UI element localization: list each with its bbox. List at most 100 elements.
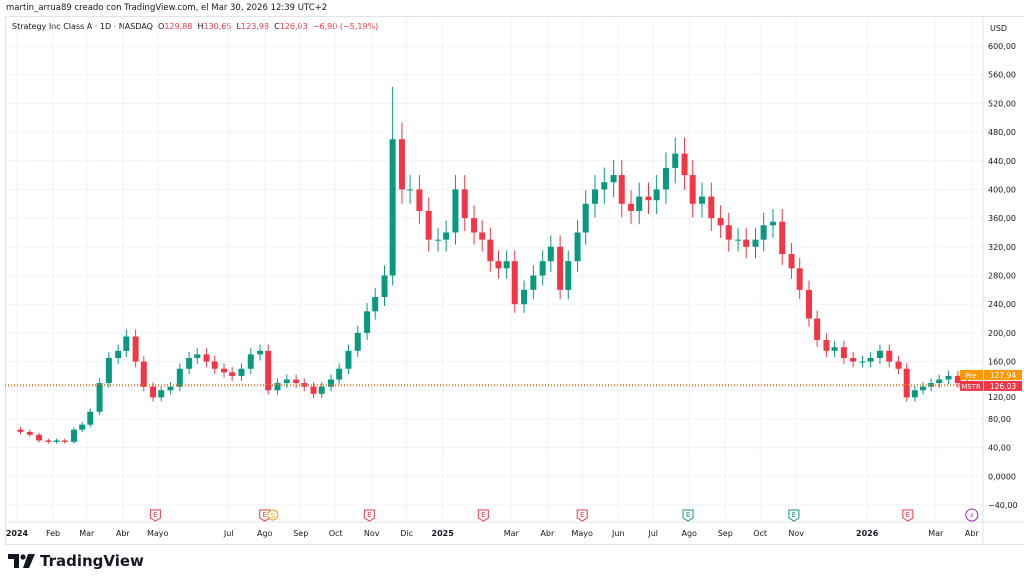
candle-body — [452, 189, 459, 233]
candle-body — [70, 429, 77, 442]
x-tick-label: Mayo — [147, 529, 169, 538]
x-tick-label: Abr — [965, 529, 980, 538]
candle-body — [903, 368, 910, 398]
y-tick-label: 600,00 — [988, 42, 1016, 51]
candle-body — [653, 189, 660, 201]
candle-body — [886, 350, 893, 362]
earnings-marker-icon — [477, 509, 489, 522]
x-tick-label: Sep — [718, 529, 733, 538]
y-tick-label: 200,00 — [988, 329, 1016, 338]
candle-body — [954, 375, 961, 384]
x-tick-label: Feb — [46, 529, 60, 538]
candle-body — [859, 361, 866, 363]
candle-body — [557, 246, 564, 290]
candle-body — [936, 379, 943, 384]
x-tick-label: 2024 — [6, 529, 29, 538]
upcoming-event-label: ⚡ — [969, 512, 974, 520]
candle-body — [725, 225, 732, 240]
earnings-marker-icon — [788, 509, 800, 522]
earnings-marker-icon — [902, 509, 914, 522]
candle-body — [186, 357, 193, 369]
earnings-marker-icon — [576, 509, 588, 522]
x-tick-label: Mayo — [571, 529, 593, 538]
candle-body — [717, 218, 724, 226]
x-tick-label: Sep — [293, 529, 308, 538]
candle-body — [662, 167, 669, 190]
candle-body — [831, 347, 838, 351]
candle-body — [539, 261, 546, 276]
x-tick-label: Oct — [753, 529, 767, 538]
candle-body — [521, 289, 528, 305]
x-tick-label: Mar — [504, 529, 520, 538]
candle-body — [681, 153, 688, 176]
x-tick-label: Abr — [540, 529, 555, 538]
y-tick-label: 400,00 — [988, 185, 1016, 194]
candle-body — [61, 440, 68, 442]
pre-price-tag — [984, 369, 1022, 380]
candle-body — [26, 431, 33, 435]
last-price-value: 126,03 — [990, 382, 1016, 391]
candle-body — [354, 332, 361, 351]
open-label: O — [158, 22, 165, 31]
candle-body — [389, 139, 396, 276]
earnings-marker-icon — [363, 509, 375, 522]
x-tick-label: Ago — [681, 529, 697, 538]
candle-body — [435, 239, 442, 241]
symbol-title[interactable]: Strategy Inc Class A · 1D · NASDAQ — [12, 22, 153, 31]
candle-body — [806, 289, 813, 319]
candle-body — [618, 175, 625, 204]
earnings-marker-label: E — [481, 511, 485, 519]
x-tick-label: Oct — [329, 529, 343, 538]
last-price-tag — [984, 380, 1022, 391]
earnings-marker-label: E — [263, 511, 267, 519]
candle-body — [788, 253, 795, 269]
x-tick-label: Nov — [364, 529, 380, 538]
pre-label-tag — [960, 369, 983, 380]
tradingview-logo[interactable]: TradingView — [8, 552, 144, 570]
candle-body — [769, 221, 776, 226]
candle-body — [645, 196, 652, 201]
candle-body — [796, 268, 803, 290]
change-value: −6,90 (−5,19%) — [312, 22, 379, 31]
split-marker-icon — [267, 509, 279, 521]
candle-body — [689, 175, 696, 204]
earnings-marker-label: E — [367, 511, 371, 519]
price-chart[interactable]: 600,00 560,00 520,00 480,00 440,00 400,00 360,… — [0, 0, 1024, 545]
candle-body — [850, 357, 857, 362]
candle-body — [45, 440, 52, 442]
earnings-marker-icon — [259, 509, 271, 522]
candle-body — [945, 375, 952, 380]
candle-body — [203, 354, 210, 362]
candle-body — [814, 318, 821, 341]
candle-body — [265, 350, 272, 391]
candle-body — [503, 261, 510, 269]
candle-body — [699, 196, 706, 204]
candle-body — [592, 189, 599, 204]
x-tick-label: 2025 — [432, 529, 455, 538]
y-tick-label: 520,00 — [988, 99, 1016, 108]
symbol-tag — [960, 380, 983, 391]
earnings-marker-icon — [149, 509, 161, 522]
candle-body — [760, 225, 767, 240]
candle-body — [840, 347, 847, 358]
y-tick-label: 280,00 — [988, 272, 1016, 281]
open-value: 129,88 — [164, 22, 193, 31]
candle-body — [628, 203, 635, 211]
y-tick-label: 120,00 — [988, 393, 1016, 402]
candle-body — [123, 336, 130, 351]
candle-body — [345, 350, 352, 369]
pre-label: Pre — [965, 372, 976, 380]
high-label: H — [197, 22, 204, 31]
candle-body — [708, 196, 715, 219]
candle-body — [247, 354, 254, 369]
candle-body — [530, 275, 537, 290]
candle-body — [150, 386, 157, 398]
x-tick-label: Nov — [788, 529, 804, 538]
candle-body — [211, 361, 218, 369]
x-tick-label: Jul — [647, 529, 658, 538]
candle-body — [167, 386, 174, 391]
candle-body — [495, 261, 502, 269]
candle-body — [672, 153, 679, 168]
low-label: L — [236, 22, 242, 31]
chart-credit: martin_arrua89 creado con TradingView.co… — [6, 3, 328, 13]
